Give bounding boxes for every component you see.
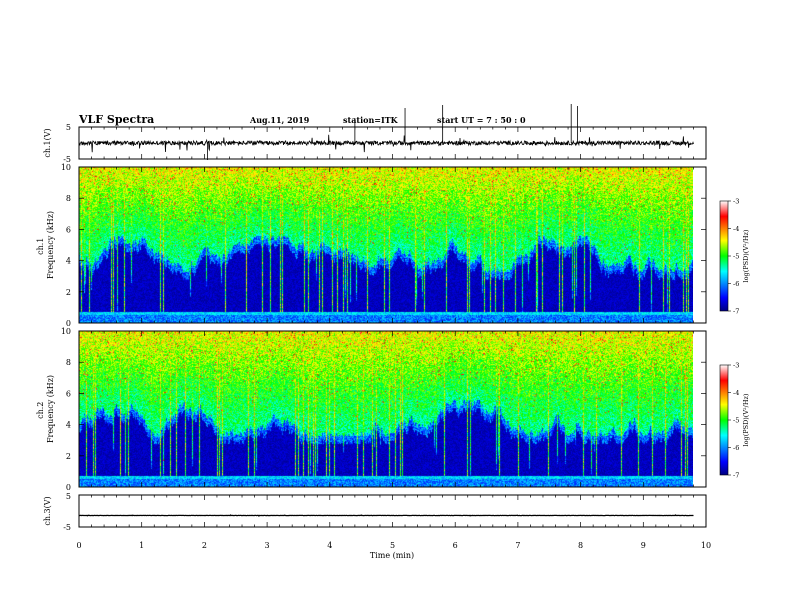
y-tick-label: 2 <box>66 288 71 297</box>
y-tick-label: 10 <box>61 163 71 172</box>
y-tick-label: 8 <box>66 358 71 367</box>
x-axis-label: Time (min) <box>370 551 414 560</box>
x-tick-label: 0 <box>76 541 81 550</box>
ch3-waveform-panel: 5 -5 ch.3(V) <box>43 492 707 532</box>
y-tick-label: 4 <box>66 421 71 430</box>
ch3-waveform-line <box>79 514 694 518</box>
x-tick-label: 2 <box>202 541 207 550</box>
x-tick-label: 5 <box>390 541 395 550</box>
ch1-ylabel-line1: ch.1 <box>36 238 45 255</box>
ch1-waveform-spikes <box>207 104 578 160</box>
x-tick-label: 6 <box>453 541 458 550</box>
ch1-waveform-line <box>79 134 694 153</box>
ch2-spectrogram-ylabel: ch.2 Frequency (kHz) <box>36 375 55 443</box>
ch2-ylabel-line1: ch.2 <box>36 402 45 419</box>
ch1-ytick-top: 5 <box>66 123 71 132</box>
ch2-colorbar <box>719 364 729 476</box>
station-label: station=ITK <box>343 115 399 125</box>
ch1-spectrogram-ylabel: ch.1 Frequency (kHz) <box>36 211 55 279</box>
colorbar-tick-label: -4 <box>733 389 739 397</box>
colorbar-tick-label: -5 <box>733 417 739 425</box>
y-tick-label: 2 <box>66 452 71 461</box>
date-label: Aug.11, 2019 <box>249 115 310 125</box>
colorbar-tick-label: -3 <box>733 362 739 370</box>
colorbar-tick-label: -5 <box>733 253 739 261</box>
x-axis-tick-labels: 0 1 2 3 4 5 6 7 8 9 10 <box>76 541 711 550</box>
colorbar-tick-label: -7 <box>733 472 739 480</box>
y-tick-label: 6 <box>66 389 71 398</box>
y-tick-label: 10 <box>61 327 71 336</box>
ch1-ytick-bottom: -5 <box>63 155 71 164</box>
colorbar-tick-label: -4 <box>733 225 739 233</box>
ch2-spectrogram <box>79 331 693 487</box>
ch1-waveform-panel: 5 -5 ch.1(V) <box>43 104 707 164</box>
y-tick-label: 8 <box>66 194 71 203</box>
ch1-spectrogram <box>79 167 693 323</box>
colorbar-tick-label: -3 <box>733 198 739 206</box>
colorbar-tick-label: -7 <box>733 308 739 316</box>
colorbar-tick-label: -6 <box>733 444 739 452</box>
colorbar-tick-label: -6 <box>733 280 739 288</box>
ch1-colorbar <box>719 200 729 312</box>
x-tick-label: 7 <box>515 541 520 550</box>
x-tick-label: 8 <box>578 541 583 550</box>
x-tick-label: 4 <box>327 541 332 550</box>
start-time-label: start UT = 7 : 50 : 0 <box>437 115 526 125</box>
ch1-ylabel-line2: Frequency (kHz) <box>46 211 55 279</box>
ch1-waveform-ylabel: ch.1(V) <box>43 128 52 157</box>
ch2-colorbar-label: log(PSD)(V²/Hz) <box>742 393 750 446</box>
spectrogram-image <box>79 167 693 323</box>
y-tick-label: 6 <box>66 225 71 234</box>
ch3-ytick-bottom: -5 <box>63 523 71 532</box>
x-tick-label: 10 <box>701 541 711 550</box>
ch3-waveform-ylabel: ch.3(V) <box>43 496 52 525</box>
y-tick-label: 0 <box>66 319 71 328</box>
x-tick-label: 3 <box>265 541 270 550</box>
ch2-ylabel-line2: Frequency (kHz) <box>46 375 55 443</box>
x-tick-label: 9 <box>641 541 646 550</box>
figure-title: VLF Spectra <box>78 113 154 126</box>
ch3-ytick-top: 5 <box>66 492 71 501</box>
x-tick-label: 1 <box>139 541 144 550</box>
ch1-colorbar-label: log(PSD)(V²/Hz) <box>742 229 750 282</box>
y-tick-label: 0 <box>66 483 71 492</box>
spectrogram-image <box>79 331 693 487</box>
y-tick-label: 4 <box>66 257 71 266</box>
